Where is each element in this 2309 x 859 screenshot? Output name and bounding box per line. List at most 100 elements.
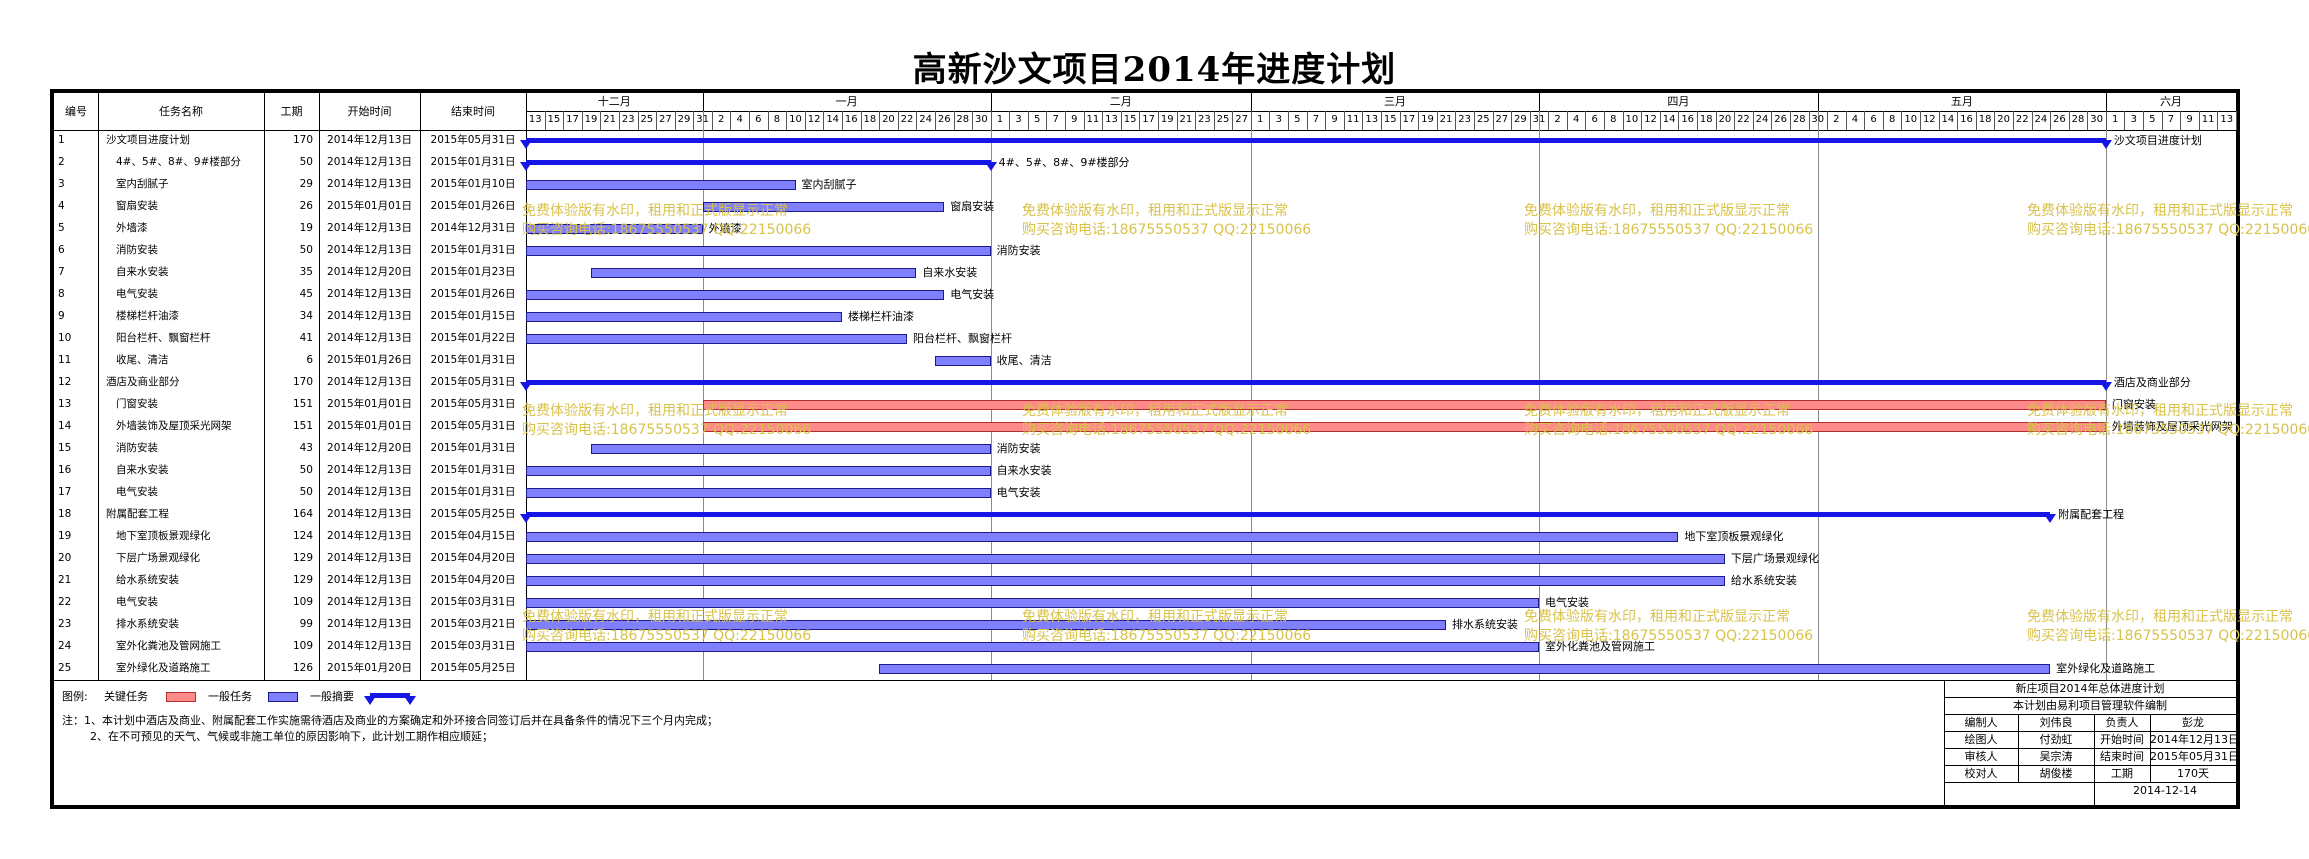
task-bar[interactable] [526,598,1539,608]
task-bar[interactable] [526,334,908,344]
day-tick [1177,111,1178,130]
timeline-day-label: 9 [1331,114,1338,125]
task-bar[interactable] [526,312,842,322]
month-label: 四月 [1667,95,1690,108]
timeline-day-label: 9 [1071,114,1078,125]
day-tick [879,111,880,130]
day-tick [638,111,639,130]
timeline-day-label: 4 [736,114,743,125]
info-box-title: 新庄项目2014年总体进度计划 [2015,682,2165,695]
task-bar-label: 电气安装 [1544,596,1589,609]
timeline-day-label: 23 [1458,114,1471,125]
task-bar-label: 消防安装 [996,244,1041,257]
critical-task-bar[interactable] [702,422,2106,432]
summary-bar[interactable] [526,512,2051,517]
task-name-cell: 室外化粪池及管网施工 [116,640,221,652]
task-bar[interactable] [934,356,991,366]
task-bar-label: 酒店及商业部分 [2113,376,2191,389]
timeline-day-label: 27 [1235,114,1248,125]
info-box-cell: 2014年12月13日 [2150,733,2236,746]
task-no-cell: 13 [58,398,72,410]
summary-bar[interactable] [526,160,991,165]
task-name-cell: 阳台栏杆、飘窗栏杆 [116,332,211,344]
day-tick [619,111,620,130]
task-dur-cell: 124 [292,530,313,542]
summary-end-marker [2099,140,2112,149]
day-tick [2032,111,2033,130]
page-title: 高新沙文项目2014年进度计划 [912,50,1397,90]
task-bar[interactable] [702,202,945,212]
summary-bar[interactable] [526,380,2106,385]
task-bar[interactable] [526,224,703,234]
watermark-line1: 免费体验版有水印，租用和正式版显示正常 [1524,203,1790,219]
summary-bar[interactable] [526,138,2106,143]
day-tick [2124,111,2125,130]
task-no-cell: 17 [58,486,72,498]
task-bar-label: 4#、5#、8#、9#楼部分 [998,156,1130,169]
task-end-cell: 2015年05月31日 [430,134,516,146]
day-tick [805,111,806,130]
task-end-cell: 2015年01月31日 [430,244,516,256]
task-bar[interactable] [526,466,991,476]
task-bar[interactable] [526,554,1725,564]
table-bottom-line [54,680,2236,681]
info-box-col-divider [2018,714,2019,782]
day-tick [1325,111,1326,130]
day-tick [1901,111,1902,130]
timeline-day-label: 24 [2034,114,2048,125]
task-bar[interactable] [526,576,1725,586]
task-dur-cell: 129 [292,552,313,564]
task-bar[interactable] [526,620,1447,630]
day-tick [1269,111,1270,130]
day-tick [749,111,750,130]
day-tick [1716,111,1717,130]
task-name-cell: 自来水安装 [116,464,169,476]
task-bar[interactable] [526,290,945,300]
task-no-cell: 25 [58,662,72,674]
day-tick [1251,111,1252,130]
task-bar-label: 沙文项目进度计划 [2113,134,2202,147]
task-bar[interactable] [526,488,991,498]
timeline-day-label: 14 [1941,114,1955,125]
task-no-cell: 24 [58,640,72,652]
task-dur-cell: 129 [292,574,313,586]
info-box-cell: 校对人 [1964,767,1998,780]
critical-task-bar[interactable] [702,400,2106,410]
timeline-day-label: 3 [1015,114,1022,125]
task-end-cell: 2015年05月31日 [430,398,516,410]
task-end-cell: 2015年05月31日 [430,376,516,388]
task-bar[interactable] [526,532,1679,542]
task-bar[interactable] [526,180,796,190]
task-bar[interactable] [591,268,917,278]
task-name-cell: 附属配套工程 [106,508,169,520]
day-tick [1957,111,1958,130]
task-bar-label: 楼梯栏杆油漆 [847,310,914,323]
task-bar[interactable] [879,664,2051,674]
day-tick [1493,111,1494,130]
legend-summary-text: 一般摘要 [310,690,354,703]
task-dur-cell: 151 [292,398,313,410]
month-label: 六月 [2159,95,2182,108]
day-tick [1195,111,1196,130]
timeline-day-label: 29 [677,114,691,125]
timeline-day-label: 25 [640,114,654,125]
task-start-cell: 2014年12月13日 [327,332,412,344]
info-box-divider [1944,765,2236,766]
month-gridline [1251,111,1252,680]
task-start-cell: 2015年01月20日 [327,662,412,674]
task-start-cell: 2014年12月13日 [327,530,412,542]
task-bar-label: 自来水安装 [922,266,978,279]
timeline-day-label: 5 [1033,114,1041,125]
task-bar[interactable] [526,246,991,256]
task-bar[interactable] [591,444,991,454]
task-end-cell: 2015年05月25日 [430,662,516,674]
timeline-day-label: 11 [1346,114,1360,125]
task-end-cell: 2015年04月15日 [430,530,516,542]
task-bar[interactable] [526,642,1539,652]
month-label: 五月 [1950,95,1973,108]
info-box-divider [1944,697,2236,698]
task-no-cell: 10 [58,332,72,344]
task-start-cell: 2014年12月13日 [327,178,412,190]
task-start-cell: 2014年12月13日 [327,618,412,630]
task-bar-label: 电气安装 [950,288,995,301]
